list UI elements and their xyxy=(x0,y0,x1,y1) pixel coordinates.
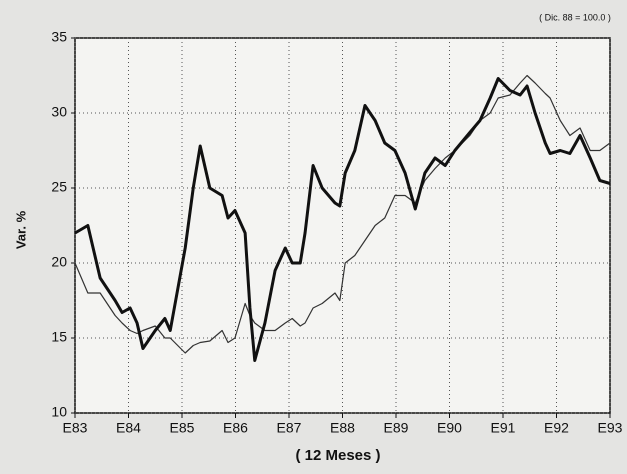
x-tick-label: E83 xyxy=(63,420,88,436)
x-tick-label: E91 xyxy=(491,420,516,436)
annotation: ( Dic. 88 = 100.0 ) xyxy=(539,12,611,22)
x-axis-label: ( 12 Meses ) xyxy=(295,447,380,464)
y-tick-label: 10 xyxy=(51,404,67,420)
y-tick-label: 25 xyxy=(51,179,67,195)
x-tick-label: E86 xyxy=(223,420,248,436)
series-line xyxy=(74,77,611,362)
y-tick-label: 30 xyxy=(51,104,67,120)
y-tick-label: 15 xyxy=(51,329,67,345)
series-line xyxy=(74,74,611,354)
x-tick-label: E85 xyxy=(170,420,195,436)
x-tick-label: E90 xyxy=(437,420,462,436)
y-axis-label: Var. % xyxy=(13,210,28,249)
x-tick-label: E87 xyxy=(277,420,302,436)
x-tick-label: E84 xyxy=(116,420,141,436)
y-tick-label: 20 xyxy=(51,254,67,270)
x-tick-label: E89 xyxy=(384,420,409,436)
x-tick-label: E93 xyxy=(598,420,623,436)
x-tick-label: E92 xyxy=(544,420,569,436)
y-tick-label: 35 xyxy=(51,29,67,45)
x-tick-label: E88 xyxy=(330,420,355,436)
